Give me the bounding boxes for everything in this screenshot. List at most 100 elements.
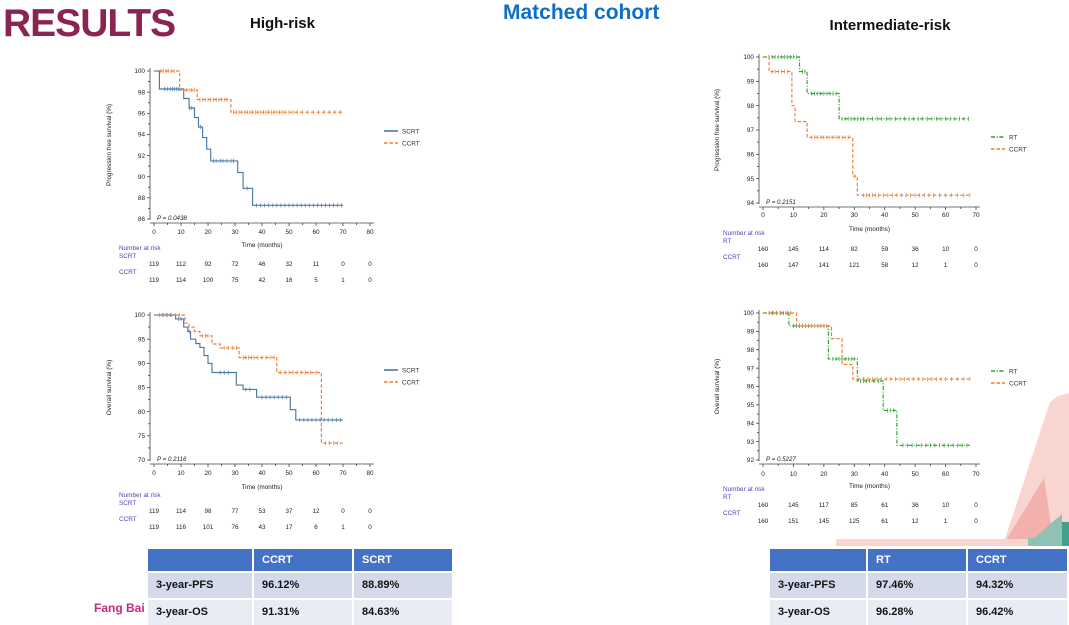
series-SCRT-line — [154, 70, 343, 206]
svg-text:0: 0 — [152, 470, 156, 477]
table-value-cell: 91.31% — [254, 600, 352, 625]
svg-text:50: 50 — [912, 471, 920, 478]
number-at-risk-label: Number at risk — [119, 245, 161, 252]
y-axis-label: Overall survival (%) — [714, 359, 721, 414]
risk-row-name: CCRT — [723, 510, 741, 517]
svg-text:40: 40 — [258, 470, 266, 477]
p-value: P = 0.2151 — [766, 199, 796, 206]
svg-text:95: 95 — [747, 176, 755, 183]
risk-count: 0 — [368, 261, 372, 268]
risk-row-name: SCRT — [119, 253, 136, 260]
table-row: 3-year-OS 91.31% 84.63% — [148, 600, 452, 625]
table-value-cell: 97.46% — [868, 573, 966, 598]
table-value-cell: 96.42% — [968, 600, 1067, 625]
risk-count: 121 — [849, 262, 860, 269]
risk-count: 37 — [285, 508, 293, 515]
table-value-cell: 94.32% — [968, 573, 1067, 598]
risk-row-name: CCRT — [119, 269, 137, 276]
risk-count: 77 — [231, 508, 239, 515]
svg-text:0: 0 — [761, 212, 765, 219]
svg-text:90: 90 — [138, 361, 146, 368]
risk-count: 82 — [851, 246, 859, 253]
risk-count: 1 — [341, 277, 345, 284]
risk-count: 0 — [341, 261, 345, 268]
risk-row-name: SCRT — [119, 500, 136, 507]
table-header-cell: CCRT — [968, 549, 1067, 571]
risk-count: 125 — [849, 518, 860, 525]
svg-text:99: 99 — [747, 329, 755, 336]
svg-text:40: 40 — [881, 212, 889, 219]
svg-text:70: 70 — [339, 470, 347, 477]
table-row: 3-year-PFS 96.12% 88.89% — [148, 573, 452, 598]
risk-count: 42 — [258, 277, 266, 284]
table-header-row: RT CCRT — [770, 549, 1067, 571]
risk-count: 101 — [203, 524, 214, 531]
risk-count: 0 — [368, 277, 372, 284]
author-name: Fang Bai — [94, 601, 145, 615]
risk-count: 1 — [341, 524, 345, 531]
tick-labels: 70 75 80 85 90 95 100 0 10 20 30 40 50 60 70 80 — [134, 312, 374, 477]
svg-text:40: 40 — [881, 471, 889, 478]
svg-text:0: 0 — [152, 229, 156, 236]
high-risk-heading: High-risk — [249, 15, 315, 32]
series-RT-line — [763, 56, 970, 120]
svg-text:60: 60 — [942, 471, 950, 478]
svg-text:99: 99 — [747, 79, 755, 86]
svg-text:30: 30 — [231, 470, 239, 477]
pink-ribbon-fold — [1003, 478, 1054, 545]
risk-row-name: CCRT — [119, 516, 137, 523]
number-at-risk-label: Number at risk — [119, 492, 161, 499]
p-value: P = 0.2116 — [157, 456, 187, 463]
risk-count: 32 — [285, 261, 293, 268]
risk-count: 0 — [368, 508, 372, 515]
svg-text:100: 100 — [134, 312, 145, 319]
series-CCRT-line — [154, 70, 343, 113]
svg-text:100: 100 — [134, 68, 145, 75]
legend: SCRT CCRT — [384, 367, 420, 386]
table-header-cell — [148, 549, 252, 571]
axes — [756, 310, 980, 467]
svg-text:80: 80 — [138, 409, 146, 416]
table-row: 3-year-OS 96.28% 96.42% — [770, 600, 1067, 625]
svg-text:98: 98 — [747, 347, 755, 354]
risk-count: 117 — [819, 502, 830, 509]
legend: SCRT CCRT — [384, 128, 420, 147]
risk-count: 1 — [944, 262, 948, 269]
svg-text:93: 93 — [747, 439, 755, 446]
risk-count: 36 — [912, 502, 920, 509]
risk-count: 5 — [314, 277, 318, 284]
risk-count: 6 — [314, 524, 318, 531]
summary-table-high-risk-summary: CCRT SCRT 3-year-PFS 96.12% 88.89% 3-year-OS 9… — [148, 549, 452, 625]
table-value-cell: 96.28% — [868, 600, 966, 625]
risk-count: 160 — [758, 246, 769, 253]
risk-count: 116 — [176, 524, 187, 531]
table-value-cell: 88.89% — [354, 573, 452, 598]
risk-count: 141 — [819, 262, 830, 269]
svg-text:50: 50 — [912, 212, 920, 219]
table-header-cell: SCRT — [354, 549, 452, 571]
series-RT-censor-marks — [768, 54, 969, 121]
svg-text:70: 70 — [138, 457, 146, 464]
risk-count: 114 — [176, 508, 187, 515]
risk-count: 0 — [974, 262, 978, 269]
x-axis-label: Time (months) — [849, 483, 890, 490]
risk-count: 92 — [204, 261, 212, 268]
legend-label-CCRT: CCRT — [402, 140, 420, 147]
svg-text:96: 96 — [747, 152, 755, 159]
table-header-cell: CCRT — [254, 549, 352, 571]
risk-row-name: RT — [723, 494, 731, 501]
legend-label-CCRT: CCRT — [1009, 380, 1027, 387]
risk-count: 12 — [312, 508, 320, 515]
table-header-cell: RT — [868, 549, 966, 571]
matched-cohort-heading: Matched cohort — [503, 1, 660, 24]
risk-row-name: RT — [723, 238, 731, 245]
risk-count: 160 — [758, 502, 769, 509]
y-axis-label: Progression free survival (%) — [714, 89, 721, 171]
svg-text:97: 97 — [747, 127, 755, 134]
risk-count: 10 — [942, 246, 950, 253]
svg-text:98: 98 — [138, 89, 146, 96]
